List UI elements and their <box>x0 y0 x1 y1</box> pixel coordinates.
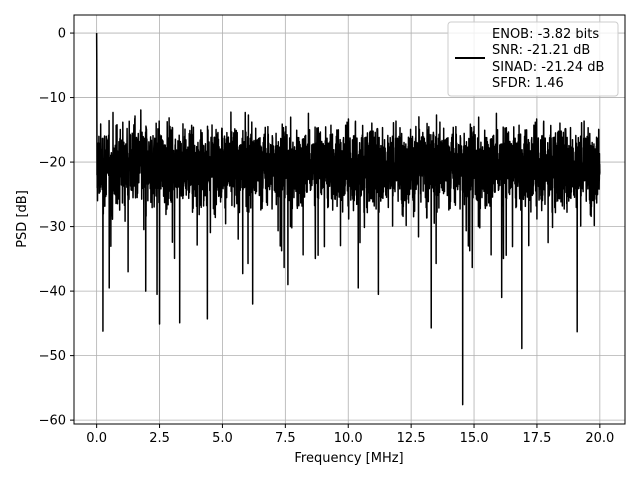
y-tick-label: −50 <box>39 349 66 364</box>
x-tick-label: 20.0 <box>585 431 614 446</box>
x-tick-label: 7.5 <box>275 431 296 446</box>
x-tick-label: 12.5 <box>397 431 426 446</box>
x-tick-label: 15.0 <box>460 431 489 446</box>
x-tick-label: 2.5 <box>149 431 170 446</box>
psd-series-line <box>95 33 601 406</box>
legend-entry-enob: ENOB: -3.82 bits <box>492 27 599 42</box>
y-tick-label: −60 <box>39 414 66 429</box>
plot-frame <box>73 14 626 425</box>
y-tick-label: −10 <box>39 91 66 106</box>
legend-entry-snr: SNR: -21.21 dB <box>492 43 590 58</box>
y-axis-label: PSD [dB] <box>15 190 30 248</box>
x-tick-label: 0.0 <box>86 431 107 446</box>
y-tick-label: 0 <box>58 27 66 42</box>
x-tick-label: 10.0 <box>334 431 363 446</box>
legend-box <box>447 21 619 97</box>
y-tick-label: −30 <box>39 220 66 235</box>
y-tick-label: −40 <box>39 285 66 300</box>
x-tick-label: 5.0 <box>212 431 233 446</box>
legend: ENOB: -3.82 bits SNR: -21.21 dB SINAD: -… <box>447 21 619 97</box>
x-axis-label: Frequency [MHz] <box>294 451 403 466</box>
legend-entry-sinad: SINAD: -21.24 dB <box>492 60 604 75</box>
x-tick-label: 17.5 <box>522 431 551 446</box>
y-tick-label: −20 <box>39 156 66 171</box>
legend-entry-sfdr: SFDR: 1.46 <box>492 76 564 91</box>
